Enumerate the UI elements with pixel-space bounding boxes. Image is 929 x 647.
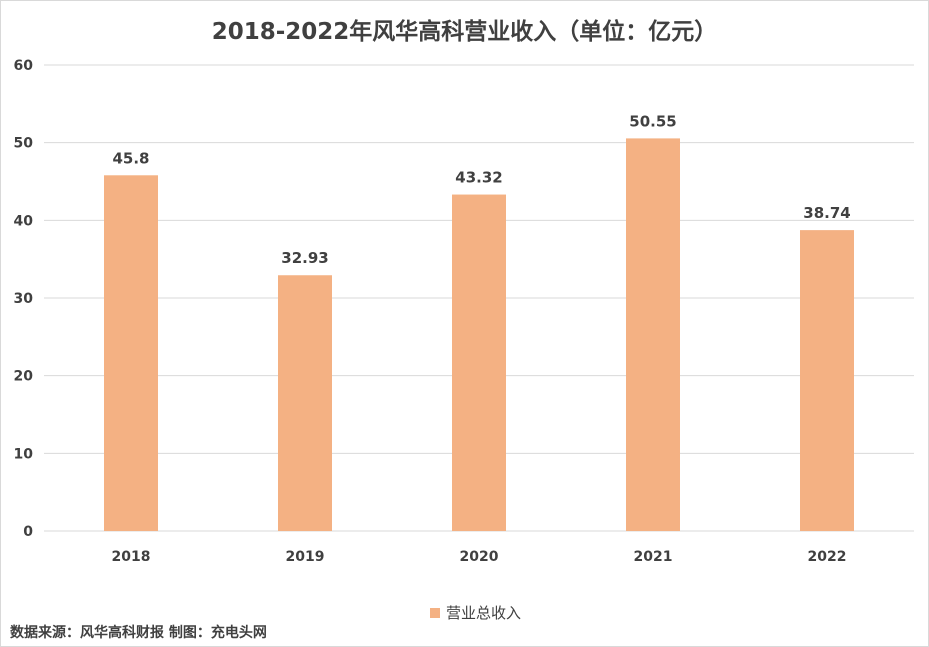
data-label: 45.8 [112,149,149,167]
source-note: 数据来源：风华高科财报 制图：充电头网 [10,625,267,641]
y-tick-label: 30 [14,291,34,307]
y-tick-label: 20 [14,369,34,385]
x-tick-label: 2018 [112,549,151,565]
bar [104,175,158,531]
y-tick-label: 40 [14,213,34,229]
bar [452,194,506,531]
y-tick-label: 0 [23,524,33,540]
y-tick-label: 50 [14,136,34,152]
data-label: 32.93 [281,249,328,267]
x-tick-label: 2019 [286,549,325,565]
x-tick-label: 2021 [634,549,673,565]
data-label: 50.55 [629,112,676,130]
data-label: 38.74 [803,204,850,222]
y-tick-label: 60 [14,58,34,74]
x-tick-label: 2020 [460,549,499,565]
bar [626,138,680,531]
legend: 营业总收入 [430,602,521,623]
bar [278,275,332,531]
y-tick-label: 10 [14,446,34,462]
chart-title: 2018-2022年风华高科营业收入（单位：亿元） [211,19,718,45]
data-label: 43.32 [455,169,502,187]
legend-swatch [430,607,440,618]
x-tick-label: 2022 [808,549,847,565]
bar [800,230,854,532]
legend-label: 营业总收入 [446,604,522,622]
